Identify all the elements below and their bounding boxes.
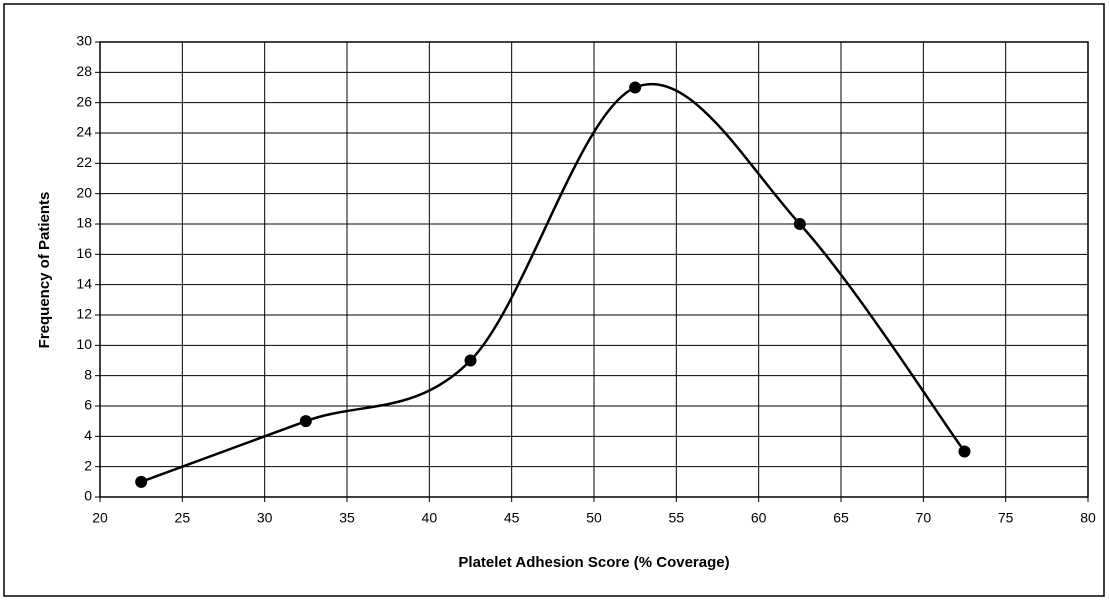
- x-tick-label: 70: [916, 510, 932, 526]
- y-tick-label: 6: [84, 397, 92, 413]
- x-tick-label: 50: [586, 510, 602, 526]
- y-tick-label: 14: [76, 275, 92, 291]
- y-tick-label: 24: [76, 124, 92, 140]
- data-point: [629, 81, 642, 94]
- data-point: [793, 218, 806, 230]
- y-tick-label: 22: [76, 154, 92, 170]
- y-tick-label: 18: [76, 215, 92, 231]
- x-tick-label: 25: [175, 510, 191, 526]
- y-tick-label: 16: [76, 245, 92, 261]
- y-tick-label: 8: [84, 366, 92, 382]
- y-tick-label: 12: [76, 306, 92, 322]
- x-tick-label: 80: [1080, 510, 1096, 526]
- x-tick-label: 65: [833, 510, 849, 526]
- data-point: [464, 354, 477, 367]
- x-tick-label: 20: [92, 510, 108, 526]
- x-tick-label: 75: [998, 510, 1014, 526]
- x-tick-label: 30: [257, 510, 273, 526]
- x-tick-label: 55: [669, 510, 685, 526]
- plot-frame: [99, 41, 1089, 498]
- x-tick-label: 60: [751, 510, 767, 526]
- data-point: [135, 475, 148, 488]
- x-tick-label: 40: [422, 510, 438, 526]
- y-tick-label: 2: [84, 457, 92, 473]
- y-tick-label: 30: [76, 33, 92, 49]
- y-tick-label: 10: [76, 336, 92, 352]
- y-tick-label: 0: [84, 488, 92, 504]
- y-tick-label: 4: [84, 427, 92, 443]
- data-point: [299, 415, 312, 428]
- y-tick-label: 20: [76, 184, 92, 200]
- y-tick-label: 26: [76, 93, 92, 109]
- y-tick-label: 28: [76, 63, 92, 79]
- data-point: [958, 445, 971, 458]
- x-tick-label: 45: [504, 510, 520, 526]
- x-axis-title: Platelet Adhesion Score (% Coverage): [458, 554, 729, 571]
- y-axis-title: Frequency of Patients: [36, 192, 53, 349]
- x-tick-label: 35: [339, 510, 355, 526]
